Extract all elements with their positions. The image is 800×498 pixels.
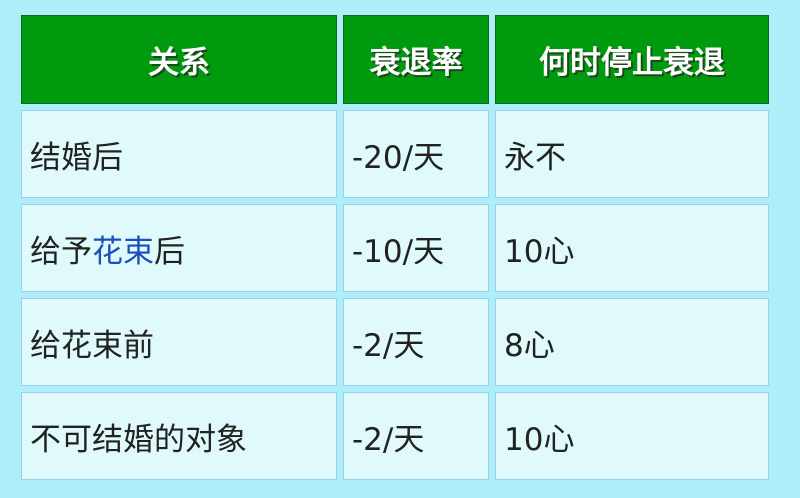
table-row: 给花束前 -2/天 8心 xyxy=(21,298,769,386)
header-relationship: 关系 xyxy=(21,15,337,104)
table-row: 不可结婚的对象 -2/天 10心 xyxy=(21,392,769,480)
header-stop-decay: 何时停止衰退 xyxy=(495,15,769,104)
rate-cell: -2/天 xyxy=(343,392,489,480)
rate-cell: -2/天 xyxy=(343,298,489,386)
relationship-cell: 结婚后 xyxy=(21,110,337,198)
header-decay-rate: 衰退率 xyxy=(343,15,489,104)
stop-cell: 8心 xyxy=(495,298,769,386)
table-row: 结婚后 -20/天 永不 xyxy=(21,110,769,198)
header-row: 关系 衰退率 何时停止衰退 xyxy=(21,15,769,104)
relationship-text: 给予 xyxy=(30,233,92,270)
table-row: 给予花束后 -10/天 10心 xyxy=(21,204,769,292)
relationship-text: 后 xyxy=(154,233,185,270)
rate-cell: -10/天 xyxy=(343,204,489,292)
stop-cell: 10心 xyxy=(495,392,769,480)
relationship-cell: 给予花束后 xyxy=(21,204,337,292)
stop-cell: 10心 xyxy=(495,204,769,292)
relationship-cell: 不可结婚的对象 xyxy=(21,392,337,480)
decay-table: 关系 衰退率 何时停止衰退 结婚后 -20/天 永不 给予花束后 -10/天 1… xyxy=(15,9,775,486)
relationship-cell: 给花束前 xyxy=(21,298,337,386)
bouquet-link[interactable]: 花束 xyxy=(92,233,154,270)
rate-cell: -20/天 xyxy=(343,110,489,198)
stop-cell: 永不 xyxy=(495,110,769,198)
